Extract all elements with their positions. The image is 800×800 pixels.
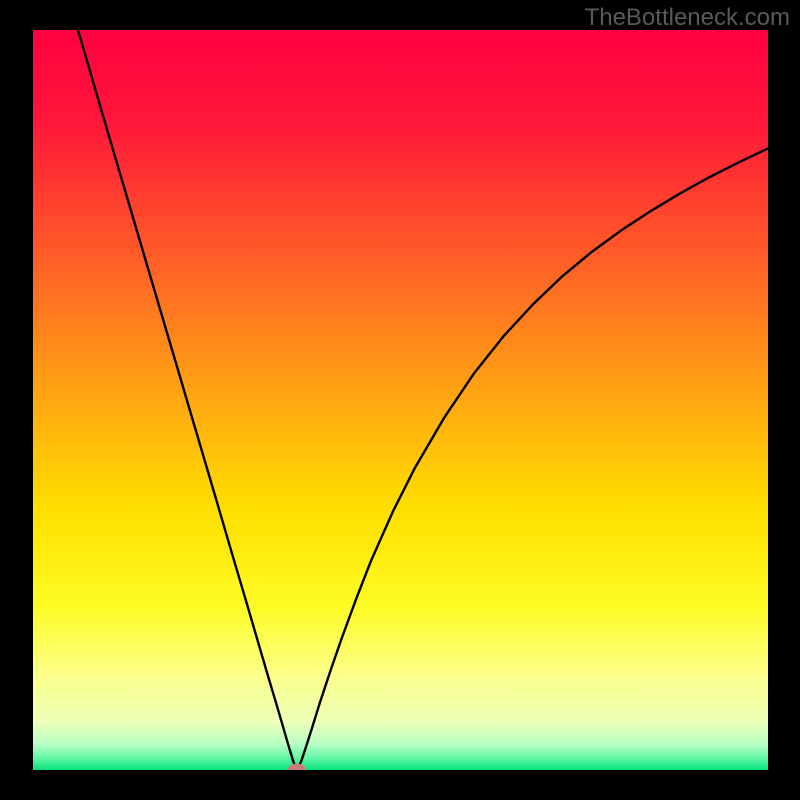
- bottleneck-chart: [33, 30, 768, 770]
- watermark-text: TheBottleneck.com: [585, 4, 790, 32]
- figure-root: TheBottleneck.com: [0, 0, 800, 800]
- chart-background-gradient: [33, 30, 768, 770]
